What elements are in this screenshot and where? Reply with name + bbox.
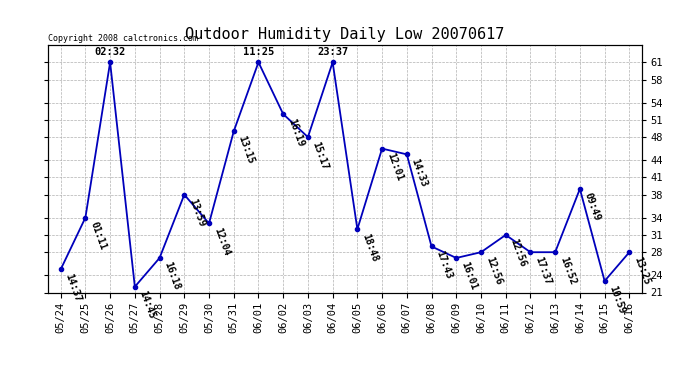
Text: 16:01: 16:01 bbox=[459, 261, 478, 292]
Text: 12:01: 12:01 bbox=[385, 152, 404, 182]
Text: 14:45: 14:45 bbox=[137, 290, 157, 321]
Text: 17:37: 17:37 bbox=[533, 255, 553, 286]
Text: 01:11: 01:11 bbox=[88, 220, 108, 252]
Text: 09:49: 09:49 bbox=[582, 192, 602, 223]
Text: 14:33: 14:33 bbox=[410, 157, 429, 188]
Text: 11:25: 11:25 bbox=[243, 47, 274, 57]
Text: 10:59: 10:59 bbox=[607, 284, 627, 315]
Text: 16:18: 16:18 bbox=[162, 261, 181, 292]
Text: 12:56: 12:56 bbox=[484, 255, 503, 286]
Text: 13:15: 13:15 bbox=[237, 134, 256, 165]
Text: 14:37: 14:37 bbox=[63, 272, 83, 303]
Text: 13:59: 13:59 bbox=[187, 197, 206, 228]
Text: 18:48: 18:48 bbox=[360, 232, 380, 263]
Text: 17:43: 17:43 bbox=[434, 249, 454, 280]
Text: 12:04: 12:04 bbox=[212, 226, 231, 257]
Text: 13:25: 13:25 bbox=[632, 255, 651, 286]
Title: Outdoor Humidity Daily Low 20070617: Outdoor Humidity Daily Low 20070617 bbox=[186, 27, 504, 42]
Text: 15:17: 15:17 bbox=[310, 140, 330, 171]
Text: 23:37: 23:37 bbox=[317, 47, 348, 57]
Text: 16:19: 16:19 bbox=[286, 117, 306, 148]
Text: 12:56: 12:56 bbox=[509, 238, 528, 269]
Text: Copyright 2008 calctronics.com: Copyright 2008 calctronics.com bbox=[48, 33, 198, 42]
Text: 16:52: 16:52 bbox=[558, 255, 578, 286]
Text: 02:32: 02:32 bbox=[95, 47, 126, 57]
